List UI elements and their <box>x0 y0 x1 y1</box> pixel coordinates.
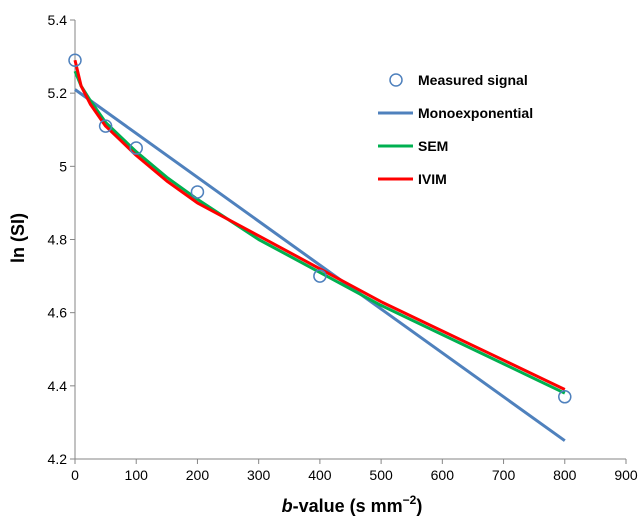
y-tick-label: 4.8 <box>48 232 68 248</box>
y-tick-label: 4.4 <box>48 378 68 394</box>
series-markers <box>68 53 572 404</box>
x-axis-title-rest: -value (s mm <box>293 496 403 516</box>
legend-label-sem: SEM <box>418 138 448 154</box>
y-tick-label: 4.2 <box>48 451 68 467</box>
data-point-measured-signal <box>313 269 327 283</box>
series-line-ivim <box>73 59 566 391</box>
x-tick-label: 100 <box>125 467 149 483</box>
y-tick-label: 5.2 <box>48 85 68 101</box>
y-tick-label: 4.6 <box>48 305 68 321</box>
x-tick-label: 900 <box>614 467 638 483</box>
x-axis-title-suffix: ) <box>416 496 422 516</box>
x-tick-label: 500 <box>369 467 393 483</box>
legend-label-measured-signal: Measured signal <box>418 72 528 88</box>
y-axis-title: ln (SI) <box>8 213 28 263</box>
x-tick-label: 400 <box>308 467 332 483</box>
x-tick-label: 0 <box>71 467 79 483</box>
data-point-measured-signal <box>129 141 143 155</box>
legend-label-ivim: IVIM <box>418 171 447 187</box>
series-line-sem <box>73 70 566 395</box>
legend-label-monoexponential: Monoexponential <box>418 105 533 121</box>
x-tick-label: 800 <box>553 467 577 483</box>
x-axis-title-sup: −2 <box>403 493 417 507</box>
y-tick-label: 5 <box>59 158 67 174</box>
series-line-monoexponential <box>74 88 566 442</box>
x-axis-title-prefix: b <box>282 496 293 516</box>
axes: 4.2 4.4 4.6 4.8 5 5.2 5.4 0 100 200 300 400 500 600 70… <box>48 12 638 483</box>
legend: Measured signal Monoexponential SEM IVIM <box>378 72 533 187</box>
x-tick-label: 600 <box>431 467 455 483</box>
data-point-measured-signal <box>68 53 82 67</box>
legend-marker-measured-signal <box>389 73 403 87</box>
x-axis-title: b-value (s mm−2) <box>282 493 423 516</box>
x-tick-label: 700 <box>492 467 516 483</box>
y-tick-label: 5.4 <box>48 12 68 28</box>
data-point-measured-signal <box>98 119 113 133</box>
series-lines <box>73 59 566 442</box>
data-point-measured-signal <box>190 185 205 199</box>
x-tick-label: 300 <box>247 467 271 483</box>
data-point-measured-signal <box>558 390 572 404</box>
x-tick-label: 200 <box>186 467 210 483</box>
